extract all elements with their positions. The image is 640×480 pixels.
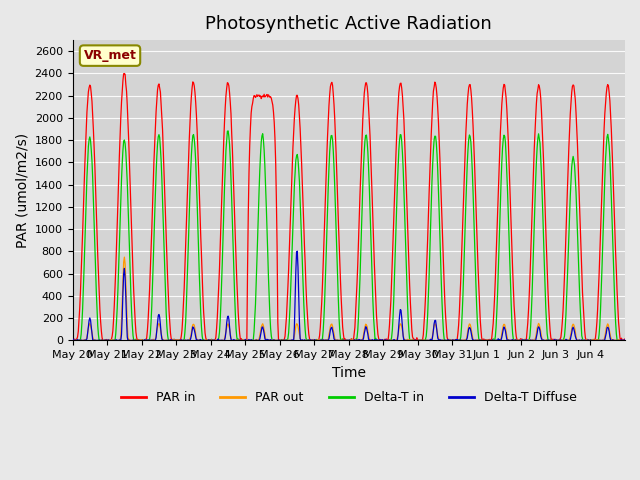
X-axis label: Time: Time (332, 366, 366, 380)
Text: VR_met: VR_met (84, 49, 136, 62)
Legend: PAR in, PAR out, Delta-T in, Delta-T Diffuse: PAR in, PAR out, Delta-T in, Delta-T Dif… (116, 386, 582, 409)
Title: Photosynthetic Active Radiation: Photosynthetic Active Radiation (205, 15, 492, 33)
Y-axis label: PAR (umol/m2/s): PAR (umol/m2/s) (15, 132, 29, 248)
